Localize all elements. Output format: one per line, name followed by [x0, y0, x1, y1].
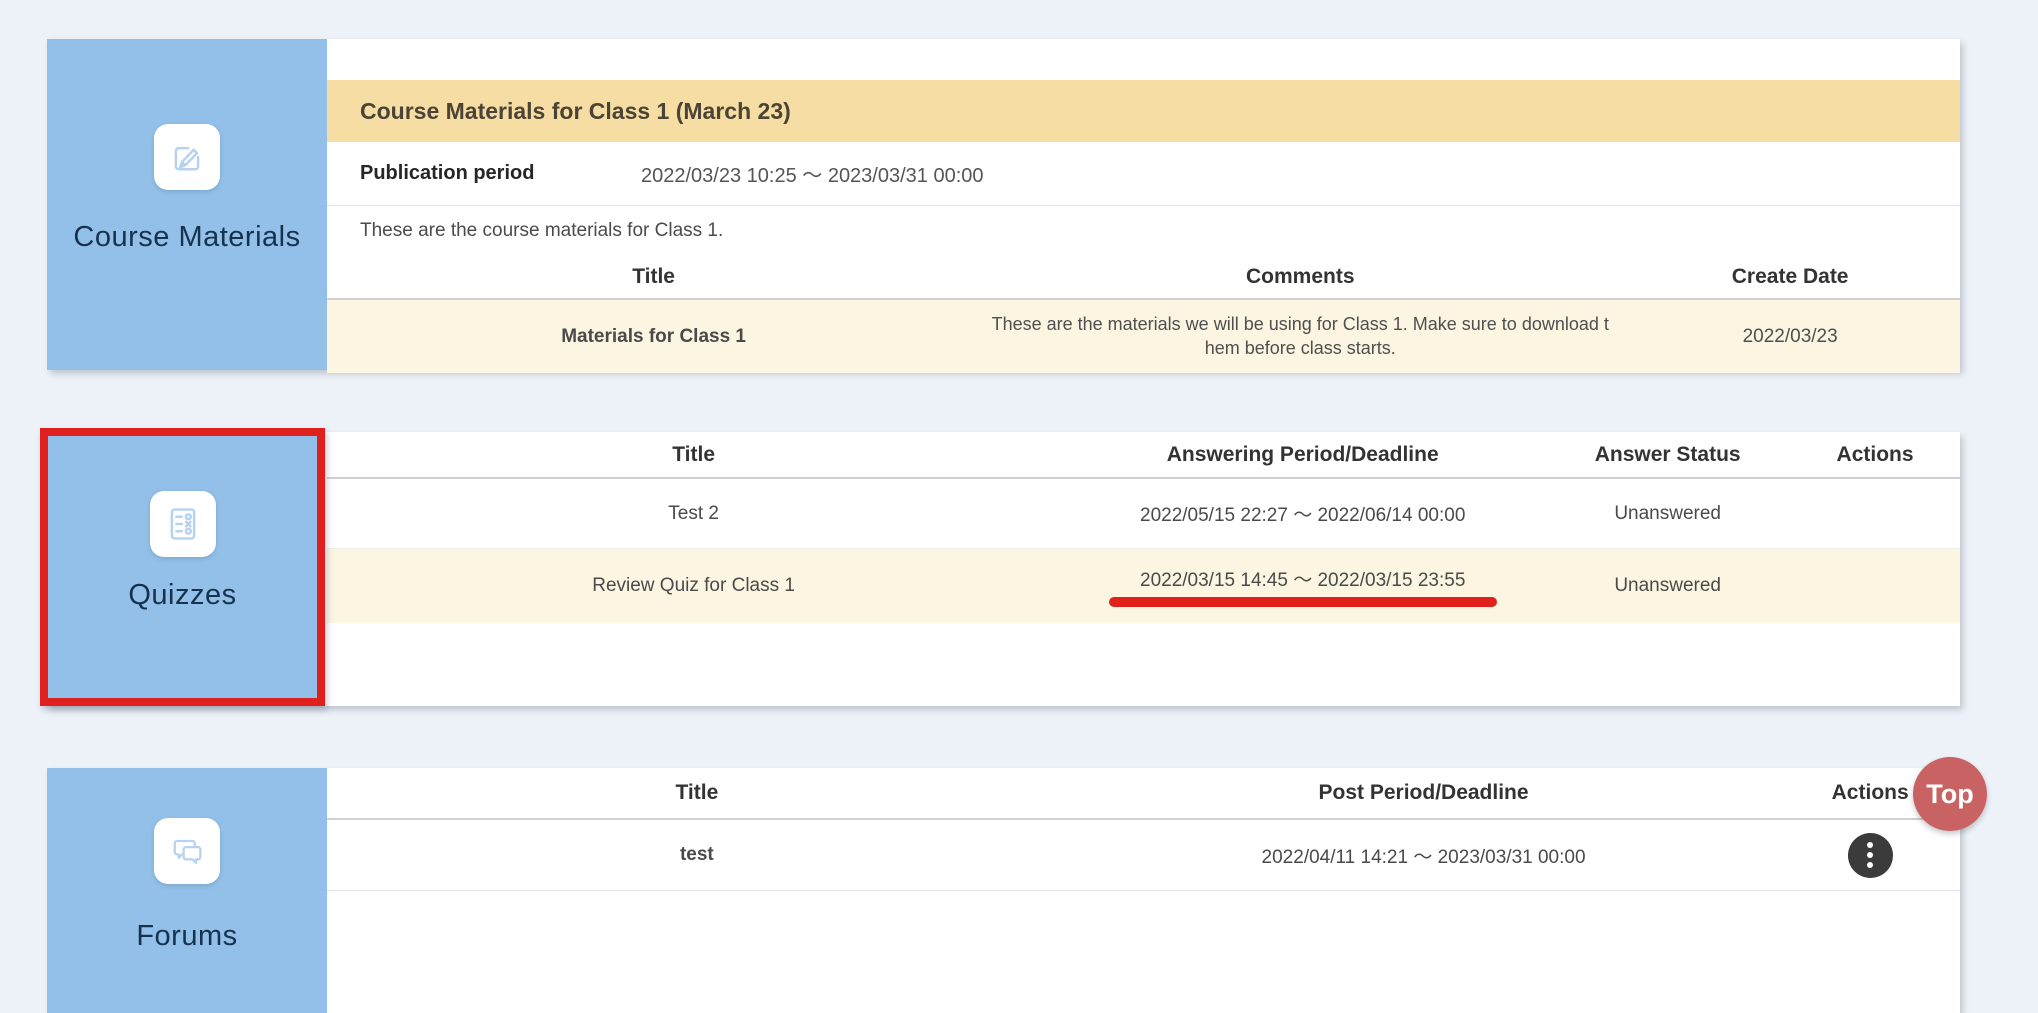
quiz-answer-status: Unanswered [1614, 502, 1721, 524]
material-comments: These are the materials we will be using… [991, 313, 1609, 358]
course-materials-tile[interactable]: Course Materials [47, 39, 327, 370]
forums-table-header: Title Post Period/Deadline Actions [327, 768, 1960, 820]
column-header-title: Title [632, 265, 675, 288]
edit-pencil-icon [154, 124, 220, 190]
quiz-answering-period: 2022/03/15 14:45 ～ 2022/03/15 23:55 [1140, 570, 1466, 591]
publication-period-value: 2022/03/23 10:25 ～ 2023/03/31 00:00 [641, 165, 984, 187]
column-header-actions: Actions [1831, 781, 1909, 804]
quiz-title[interactable]: Review Quiz for Class 1 [592, 575, 795, 596]
column-header-post-period: Post Period/Deadline [1318, 781, 1529, 804]
quiz-checklist-icon [149, 491, 216, 557]
quiz-row[interactable]: Test 2 2022/05/15 22:27 ～ 2022/06/14 00:… [327, 479, 1960, 549]
forum-row[interactable]: test 2022/04/11 14:21 ～ 2023/03/31 00:00 [327, 820, 1960, 891]
course-materials-description: These are the course materials for Class… [360, 220, 724, 241]
chat-bubbles-icon [154, 818, 220, 884]
column-header-title: Title [675, 781, 719, 804]
quizzes-table-header: Title Answering Period/Deadline Answer S… [327, 432, 1960, 479]
publication-period-row: Publication period 2022/03/23 10:25 ～ 20… [327, 142, 1960, 206]
quiz-row[interactable]: Review Quiz for Class 1 2022/03/15 14:45… [327, 549, 1960, 623]
red-underline-annotation [1108, 597, 1497, 607]
quiz-answering-period: 2022/05/15 22:27 ～ 2022/06/14 00:00 [1140, 505, 1466, 526]
quizzes-section: Quizzes Title Answering Period/Deadline … [40, 428, 1960, 706]
column-header-title: Title [672, 442, 715, 466]
course-materials-section: Course Materials Course Materials for Cl… [47, 39, 1960, 373]
quiz-title[interactable]: Test 2 [668, 502, 719, 524]
kebab-menu-icon[interactable] [1847, 832, 1893, 878]
forum-title[interactable]: test [679, 844, 714, 865]
quizzes-tile-label: Quizzes [128, 579, 237, 611]
course-material-row[interactable]: Materials for Class 1 These are the mate… [327, 300, 1960, 373]
forums-tile-label: Forums [136, 920, 238, 952]
column-header-actions: Actions [1836, 442, 1914, 466]
material-title[interactable]: Materials for Class 1 [561, 325, 746, 347]
course-materials-title-band: Course Materials for Class 1 (March 23) [327, 80, 1960, 142]
column-header-create-date: Create Date [1731, 265, 1849, 288]
material-create-date: 2022/03/23 [1742, 325, 1838, 347]
forums-tile[interactable]: Forums [47, 768, 327, 1013]
quiz-answer-status: Unanswered [1614, 575, 1721, 596]
column-header-answering-period: Answering Period/Deadline [1166, 442, 1439, 466]
column-header-answer-status: Answer Status [1594, 442, 1741, 466]
quizzes-tile-highlighted[interactable]: Quizzes [40, 428, 325, 706]
course-materials-tile-label: Course Materials [73, 221, 301, 253]
forums-section: Forums Title Post Period/Deadline Action… [47, 768, 1960, 1013]
course-materials-table-header: Title Comments Create Date [327, 256, 1960, 300]
column-header-comments: Comments [1245, 265, 1355, 288]
scroll-to-top-button[interactable]: Top [1913, 757, 1987, 831]
forum-post-period: 2022/04/11 14:21 ～ 2023/03/31 00:00 [1261, 846, 1586, 868]
course-materials-top-spacer [327, 39, 1960, 80]
publication-period-label: Publication period [360, 162, 535, 184]
